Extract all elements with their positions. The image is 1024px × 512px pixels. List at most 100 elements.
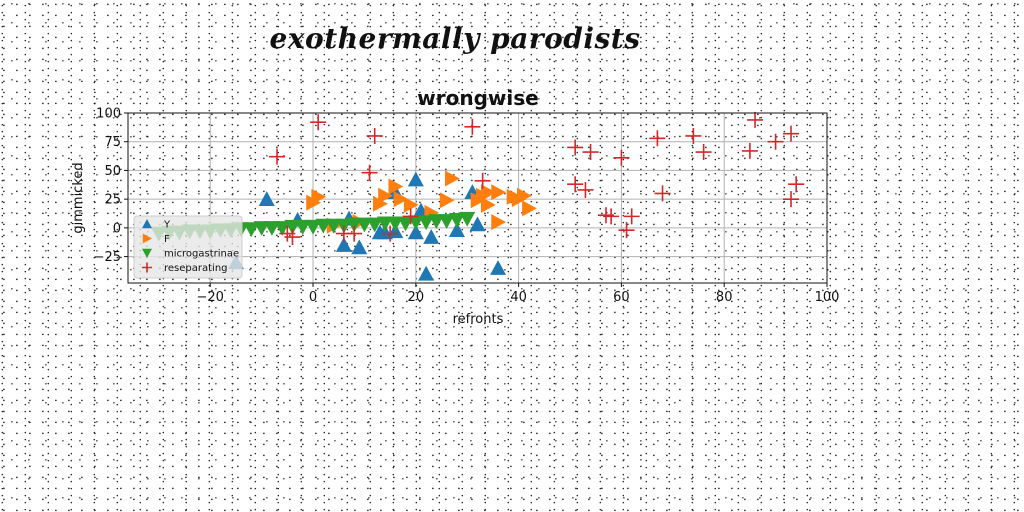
data-point bbox=[407, 224, 424, 240]
data-point bbox=[695, 144, 712, 161]
x-tick-label: 60 bbox=[613, 290, 630, 305]
data-point bbox=[459, 211, 476, 227]
y-tick-label: −25 bbox=[94, 250, 121, 265]
legend-box bbox=[133, 215, 243, 279]
legend-marker bbox=[142, 262, 152, 273]
y-tick-label: 75 bbox=[104, 135, 121, 150]
data-point bbox=[407, 171, 424, 187]
data-point bbox=[418, 265, 435, 281]
data-point bbox=[603, 208, 620, 225]
x-tick-label: 40 bbox=[510, 290, 527, 305]
data-point bbox=[654, 185, 671, 202]
x-tick-label: 0 bbox=[309, 290, 317, 305]
figure-suptitle: exothermally parodists bbox=[269, 22, 641, 55]
data-point bbox=[403, 196, 419, 213]
data-point bbox=[382, 225, 399, 242]
data-point bbox=[741, 142, 758, 159]
data-point bbox=[767, 133, 784, 150]
data-point bbox=[263, 221, 280, 236]
data-point bbox=[788, 176, 805, 193]
data-point bbox=[305, 219, 322, 235]
data-point bbox=[284, 219, 301, 235]
data-point bbox=[243, 222, 260, 238]
data-point bbox=[423, 229, 440, 244]
data-point bbox=[315, 218, 332, 234]
data-point bbox=[464, 118, 481, 135]
data-point bbox=[649, 130, 666, 147]
data-point bbox=[269, 148, 286, 165]
data-point bbox=[475, 187, 491, 204]
data-point bbox=[311, 188, 327, 205]
data-point bbox=[325, 218, 342, 234]
data-point bbox=[567, 176, 584, 193]
x-tick-label: 20 bbox=[408, 290, 425, 305]
data-point bbox=[418, 215, 435, 231]
data-point bbox=[618, 222, 635, 239]
data-point bbox=[284, 229, 301, 246]
data-point bbox=[387, 216, 404, 232]
data-point bbox=[438, 214, 455, 229]
ticks: −20 0 20 40 60 80 100 −25 0 25 50 75 100 bbox=[94, 107, 840, 306]
data-point bbox=[685, 127, 702, 144]
data-point bbox=[582, 144, 599, 161]
data-point bbox=[577, 181, 594, 198]
data-point bbox=[480, 196, 496, 213]
data-point bbox=[378, 187, 393, 204]
y-tick-label: 100 bbox=[96, 107, 121, 122]
data-point bbox=[439, 192, 455, 209]
data-point bbox=[346, 217, 363, 233]
x-tick-label: 100 bbox=[815, 290, 840, 305]
y-axis-label: gimmicked bbox=[71, 162, 86, 233]
data-point bbox=[258, 191, 275, 206]
data-point bbox=[448, 222, 465, 237]
data-point bbox=[366, 127, 383, 144]
series-reseparating bbox=[269, 111, 805, 246]
data-point bbox=[351, 239, 368, 255]
data-point bbox=[490, 260, 507, 275]
data-point bbox=[783, 191, 800, 208]
data-point bbox=[310, 114, 327, 131]
data-point bbox=[397, 216, 414, 232]
data-point bbox=[445, 170, 460, 187]
y-tick-label: 0 bbox=[113, 221, 121, 236]
data-point bbox=[253, 221, 270, 236]
data-point bbox=[356, 217, 373, 233]
plot-frame bbox=[127, 112, 828, 284]
x-tick-label: −20 bbox=[197, 290, 224, 305]
y-tick-label: 25 bbox=[104, 193, 121, 208]
chart-title: wrongwise bbox=[417, 86, 538, 110]
data-point bbox=[373, 195, 388, 212]
data-point bbox=[491, 214, 507, 231]
data-point bbox=[567, 139, 584, 156]
legend-label: Y bbox=[163, 220, 171, 231]
data-layer bbox=[150, 111, 805, 281]
data-point bbox=[469, 216, 486, 232]
data-point bbox=[491, 184, 507, 201]
data-point bbox=[474, 172, 491, 189]
legend-label: microgastrinae bbox=[164, 249, 239, 260]
data-point bbox=[522, 200, 537, 217]
x-tick-label: 80 bbox=[716, 290, 733, 305]
legend-marker bbox=[142, 233, 152, 244]
data-point bbox=[747, 111, 764, 128]
data-point bbox=[376, 216, 393, 232]
data-point bbox=[428, 214, 445, 229]
x-axis-label: refronts bbox=[453, 312, 504, 327]
legend-marker bbox=[142, 219, 152, 229]
data-point bbox=[613, 149, 630, 166]
legend-marker bbox=[142, 248, 152, 258]
data-point bbox=[346, 225, 363, 242]
legend-label: F bbox=[164, 234, 170, 245]
data-point bbox=[361, 164, 378, 181]
data-point bbox=[402, 208, 419, 225]
data-point bbox=[448, 213, 465, 228]
data-point bbox=[388, 178, 404, 195]
data-point bbox=[393, 191, 409, 208]
y-tick-label: 50 bbox=[104, 164, 121, 179]
data-point bbox=[366, 217, 383, 233]
data-point bbox=[407, 215, 424, 231]
data-point bbox=[294, 219, 311, 235]
data-point bbox=[783, 125, 800, 142]
